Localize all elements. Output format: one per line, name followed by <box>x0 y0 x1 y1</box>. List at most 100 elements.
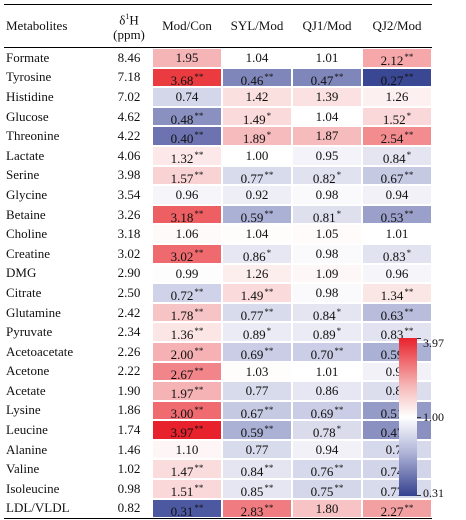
header-qj2-mod: QJ2/Mod <box>362 4 432 48</box>
ratio-value: 0.59 <box>380 346 404 362</box>
ratio-cell: 0.77 <box>222 440 292 460</box>
ratio-cell: 1.57** <box>152 166 222 186</box>
ratio-value: 1.49 <box>240 288 264 304</box>
significance-marker: ** <box>264 424 274 435</box>
ratio-cell: 0.74 <box>152 87 222 107</box>
ratio-value: 1.95 <box>175 50 199 65</box>
ratio-cell-fill: 0.40** <box>153 127 221 146</box>
ratio-cell-fill: 1.47** <box>153 460 221 480</box>
table-row: Threonine 4.22 0.40** 1.89* 1.87 2.54** <box>4 126 432 146</box>
ratio-cell-fill: 0.94 <box>293 440 361 459</box>
ratio-cell: 0.59** <box>222 205 292 225</box>
ratio-cell-fill: 1.42 <box>223 88 291 106</box>
metabolite-name: Pyruvate <box>6 324 53 340</box>
table-row: Glycine 3.54 0.96 0.92 0.98 0.94 <box>4 185 432 205</box>
ratio-value: 1.57 <box>170 170 194 186</box>
table-body: Formate 8.46 1.95 1.04 1.01 2.12** Tyrosine 7.1… <box>4 48 432 520</box>
ratio-value: 1.05 <box>315 226 339 242</box>
ratio-cell-fill: 1.87 <box>293 127 361 145</box>
significance-marker: ** <box>404 287 414 298</box>
ratio-value: 0.69 <box>240 346 264 362</box>
ratio-cell: 1.87 <box>292 126 362 146</box>
metabolite-name: Leucine <box>6 422 48 438</box>
ratio-cell: 0.76** <box>292 459 362 479</box>
legend-mid-label: 1.00 <box>423 410 444 424</box>
legend-tick-max <box>417 338 421 339</box>
chemical-shift: 0.82 <box>106 498 152 520</box>
ratio-cell: 0.53** <box>362 205 432 225</box>
ratio-value: 0.47 <box>310 72 334 88</box>
ratio-cell-fill: 1.01 <box>293 49 361 67</box>
ratio-cell-fill: 1.04 <box>223 225 291 243</box>
ratio-cell-fill: 1.05 <box>293 225 361 243</box>
ratio-cell: 1.00 <box>222 146 292 166</box>
ratio-cell-fill: 0.46** <box>223 68 291 88</box>
ratio-cell: 0.77** <box>222 166 292 186</box>
ratio-cell: 0.98 <box>292 244 362 264</box>
ratio-value: 0.98 <box>315 187 339 203</box>
ratio-value: 2.27 <box>380 503 404 519</box>
ratio-cell-fill: 1.03 <box>223 362 291 381</box>
ratio-cell-fill: 1.01 <box>293 362 361 381</box>
significance-marker: ** <box>334 71 344 82</box>
ratio-value: 1.34 <box>380 288 404 304</box>
ratio-cell: 2.67** <box>152 362 222 382</box>
table-row: Alanine 1.46 1.10 0.77 0.94 0.76 <box>4 440 432 460</box>
ratio-value: 0.98 <box>315 285 339 301</box>
ratio-value: 1.47 <box>170 464 194 480</box>
ratio-value: 0.48 <box>170 111 194 127</box>
ratio-cell: 0.83* <box>362 244 432 264</box>
ratio-cell-fill: 0.96 <box>153 186 221 204</box>
ratio-cell: 0.46** <box>222 68 292 88</box>
significance-marker: ** <box>194 130 204 141</box>
ratio-value: 0.53 <box>380 209 404 225</box>
ratio-cell-fill: 0.84* <box>363 146 431 166</box>
ratio-value: 0.92 <box>245 187 269 203</box>
metabolite-name: Acetate <box>6 382 46 398</box>
significance-marker: ** <box>194 385 204 396</box>
ratio-cell: 1.26 <box>362 87 432 107</box>
table-row: LDL/VLDL 0.82 0.31** 2.83** 1.80 2.27** <box>4 498 432 520</box>
chemical-shift: 3.98 <box>117 167 141 183</box>
ratio-cell: 0.84* <box>362 146 432 166</box>
ratio-cell: 1.26 <box>222 264 292 284</box>
significance-marker: ** <box>194 463 204 474</box>
ratio-cell-fill: 1.57** <box>153 166 221 186</box>
significance-marker: * <box>406 247 412 258</box>
ratio-value: 0.84 <box>312 307 336 323</box>
significance-marker: * <box>336 424 342 435</box>
ratio-cell: 0.83** <box>362 322 432 342</box>
ratio-value: 3.02 <box>170 248 194 264</box>
legend-max-label: 3.97 <box>423 336 444 350</box>
table-row: Formate 8.46 1.95 1.04 1.01 2.12** <box>4 48 432 68</box>
ratio-cell-fill: 1.89* <box>223 127 291 146</box>
ratio-value: 0.84 <box>382 150 406 166</box>
ratio-value: 0.83 <box>380 327 404 343</box>
chemical-shift: 2.34 <box>117 324 141 340</box>
significance-marker: * <box>336 169 342 180</box>
ratio-cell-fill: 1.01 <box>363 225 431 243</box>
chemical-shift: 1.02 <box>117 461 141 477</box>
significance-marker: ** <box>264 345 274 356</box>
ratio-value: 0.96 <box>385 265 409 281</box>
ratio-value: 0.63 <box>380 307 404 323</box>
ratio-cell: 0.96 <box>152 185 222 205</box>
ratio-cell-fill: 0.89* <box>293 323 361 342</box>
ratio-cell-fill: 0.69** <box>293 401 361 421</box>
ratio-cell: 0.99 <box>152 264 222 284</box>
metabolite-name: Citrate <box>6 284 42 300</box>
ratio-value: 0.67 <box>380 170 404 186</box>
ratio-value: 0.76 <box>310 464 334 480</box>
ratio-cell-fill: 2.67** <box>153 362 221 382</box>
significance-marker: ** <box>264 208 274 219</box>
ratio-cell: 0.92 <box>222 185 292 205</box>
ratio-value: 0.46 <box>240 72 264 88</box>
ratio-cell: 3.00** <box>152 401 222 421</box>
ratio-cell-fill: 2.54** <box>363 127 431 146</box>
ratio-cell-fill: 0.77** <box>223 303 291 323</box>
ratio-cell-fill: 1.95 <box>153 49 221 67</box>
ratio-cell: 1.49* <box>222 107 292 127</box>
ratio-value: 0.86 <box>315 383 339 399</box>
chemical-shift: 0.98 <box>117 480 141 496</box>
